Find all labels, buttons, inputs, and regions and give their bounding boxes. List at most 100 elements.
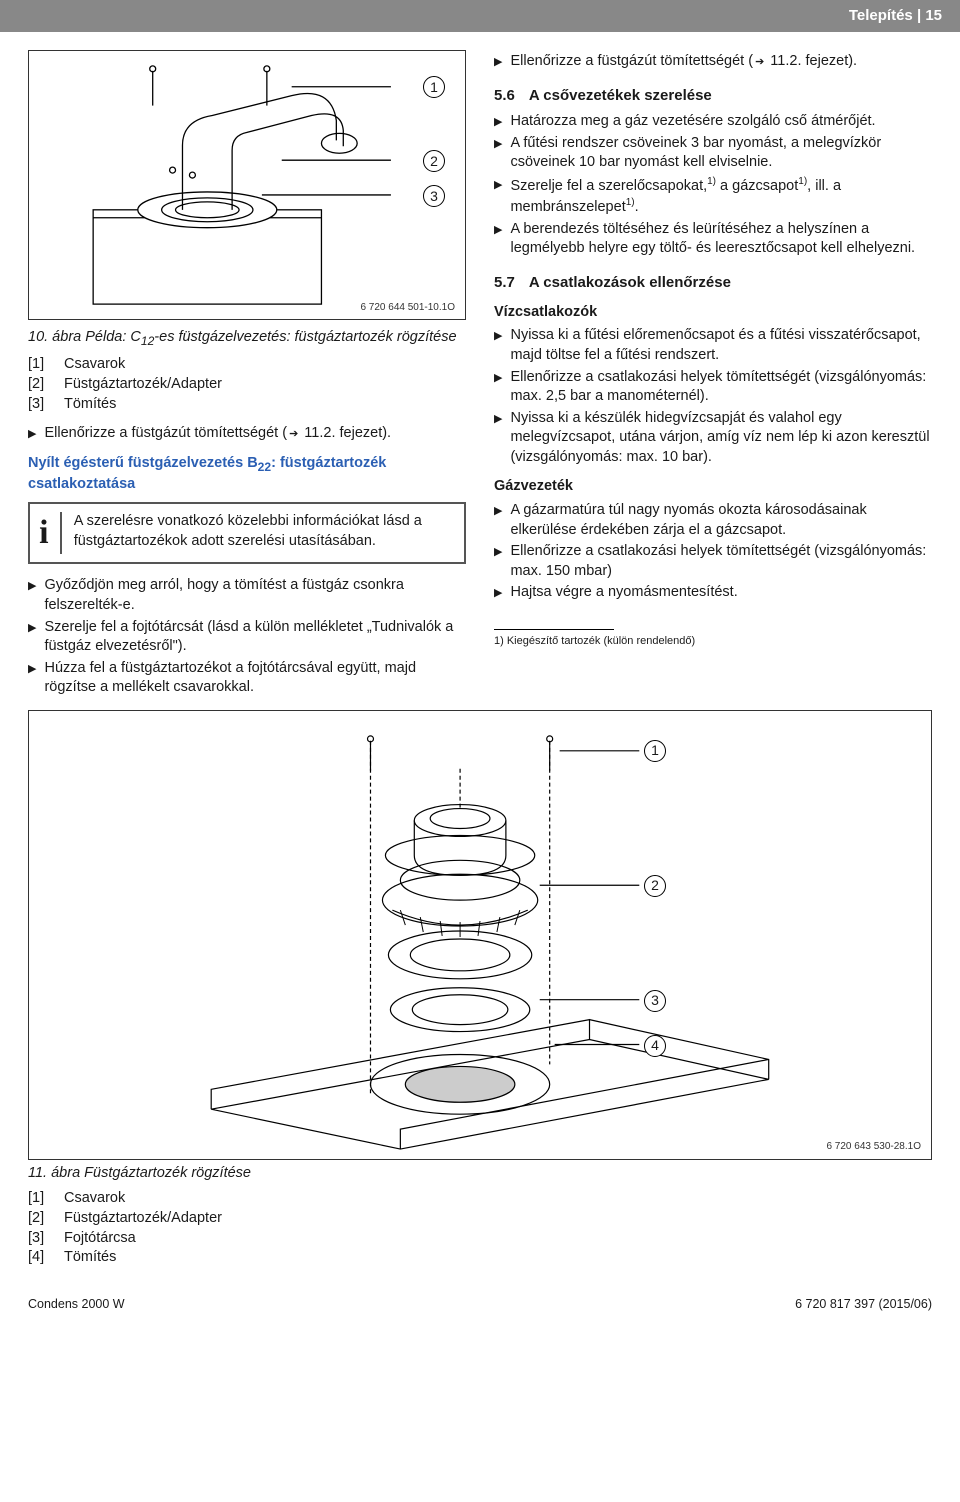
arrow-ref-icon	[753, 53, 766, 69]
triangle-icon: ▶	[494, 134, 502, 173]
leg11-0t: Csavarok	[64, 1189, 125, 1209]
b57-2: ▶Ellenőrizze a csatlakozási helyek tömít…	[494, 368, 932, 407]
page-header: Telepítés | 15	[0, 0, 960, 32]
fig11-code: 6 720 643 530-28.1O	[826, 1140, 921, 1154]
h-viz: Vízcsatlakozók	[494, 303, 932, 323]
fig10-caption: 10. ábra Példa: C12-es füstgázelvezetés:…	[28, 328, 466, 349]
b56-4: ▶A berendezés töltéséhez és leürítéséhez…	[494, 220, 932, 259]
info-box: i A szerelésre vonatkozó közelebbi infor…	[28, 502, 466, 564]
figure-10-svg	[29, 51, 465, 319]
right-b1-text: Ellenőrizze a füstgázút tömítettségét ( …	[510, 52, 857, 72]
info-icon: i	[38, 512, 62, 554]
heading-5-6: 5.6 A csővezetékek szerelése	[494, 86, 932, 106]
b574: A gázarmatúra túl nagy nyomás okozta kár…	[510, 501, 932, 540]
b57-3: ▶Nyissa ki a készülék hidegvízcsapját és…	[494, 409, 932, 468]
b561: Határozza meg a gáz vezetésére szolgáló …	[510, 112, 875, 132]
header-page: 15	[925, 7, 942, 24]
right-column: ▶ Ellenőrizze a füstgázút tömítettségét …	[494, 50, 932, 700]
leg11-1n: [2]	[28, 1209, 58, 1229]
fig10-cap-a: 10. ábra Példa: C	[28, 329, 141, 345]
rb1b: 11.2. fejezet).	[766, 53, 857, 69]
triangle-icon: ▶	[494, 52, 502, 72]
figure-10: 1 2 3 6 720 644 501-10.1O	[28, 50, 466, 320]
b562: A fűtési rendszer csöveinek 3 bar nyomás…	[510, 134, 932, 173]
triangle-icon: ▶	[494, 409, 502, 468]
left-column: 1 2 3 6 720 644 501-10.1O 10. ábra Példa…	[28, 50, 466, 700]
fn-text: 1) Kiegészítő tartozék (külön rendelendő…	[494, 635, 695, 647]
b564: A berendezés töltéséhez és leürítéséhez …	[510, 220, 932, 259]
leg11-2t: Fojtótárcsa	[64, 1229, 136, 1249]
b576: Hajtsa végre a nyomásmentesítést.	[510, 583, 737, 603]
b57-6: ▶ Hajtsa végre a nyomásmentesítést.	[494, 583, 932, 603]
left-b4: ▶Húzza fel a füstgáztartozékot a fojtótá…	[28, 659, 466, 698]
lb4: Húzza fel a füstgáztartozékot a fojtótár…	[44, 659, 466, 698]
left-b1-text: Ellenőrizze a füstgázút tömítettségét ( …	[44, 424, 391, 444]
h57t: A csatlakozások ellenőrzése	[529, 273, 731, 293]
triangle-icon: ▶	[28, 424, 36, 444]
footnote: 1) Kiegészítő tartozék (külön rendelendő…	[494, 629, 932, 649]
lb2: Győződjön meg arról, hogy a tömítést a f…	[44, 576, 466, 615]
b572: Ellenőrizze a csatlakozási helyek tömíte…	[510, 368, 932, 407]
leg10-0n: [1]	[28, 355, 58, 375]
leg11-2n: [3]	[28, 1229, 58, 1249]
triangle-icon: ▶	[494, 220, 502, 259]
b57-1: ▶Nyissa ki a fűtési előremenőcsapot és a…	[494, 326, 932, 365]
header-section: Telepítés	[849, 7, 913, 24]
fig11-label-1: 1	[644, 740, 666, 762]
triangle-icon: ▶	[28, 618, 36, 657]
leg11-3n: [4]	[28, 1248, 58, 1268]
sup-1: 1)	[798, 176, 807, 187]
shA: Nyílt égésterű füstgázelvezetés B	[28, 455, 258, 471]
left-b3: ▶Szerelje fel a fojtótárcsát (lásd a kül…	[28, 618, 466, 657]
heading-5-7: 5.7 A csatlakozások ellenőrzése	[494, 273, 932, 293]
triangle-icon: ▶	[494, 112, 502, 132]
lb1b: 11.2. fejezet).	[300, 425, 391, 441]
triangle-icon: ▶	[494, 501, 502, 540]
leg11-3t: Tömítés	[64, 1248, 116, 1268]
leg10-2n: [3]	[28, 395, 58, 415]
figure-11-svg	[29, 711, 931, 1159]
h56t: A csővezetékek szerelése	[529, 86, 712, 106]
b563a: Szerelje fel a szerelőcsapokat,	[510, 178, 707, 194]
left-b2: ▶Győződjön meg arról, hogy a tömítést a …	[28, 576, 466, 615]
triangle-icon: ▶	[494, 368, 502, 407]
leg10-2t: Tömítés	[64, 395, 116, 415]
fig11-label-2: 2	[644, 875, 666, 897]
b563d: .	[635, 199, 639, 215]
triangle-icon: ▶	[28, 576, 36, 615]
h56n: 5.6	[494, 86, 515, 106]
shS: 22	[258, 460, 271, 474]
b575: Ellenőrizze a csatlakozási helyek tömíte…	[510, 542, 932, 581]
leg10-0t: Csavarok	[64, 355, 125, 375]
fig10-cap-sub: 12	[141, 334, 154, 348]
triangle-icon: ▶	[494, 175, 502, 218]
b56-3-text: Szerelje fel a szerelőcsapokat, 1) a gázc…	[510, 175, 932, 218]
b57-4: ▶A gázarmatúra túl nagy nyomás okozta ká…	[494, 501, 932, 540]
fig11-label-4: 4	[644, 1035, 666, 1057]
fig10-cap-b: -es füstgázelvezetés: füstgáztartozék rö…	[154, 329, 456, 345]
lb1a: Ellenőrizze a füstgázút tömítettségét (	[44, 425, 287, 441]
fig10-code: 6 720 644 501-10.1O	[360, 301, 455, 315]
left-b1: ▶ Ellenőrizze a füstgázút tömítettségét …	[28, 424, 466, 444]
footnote-rule	[494, 629, 614, 630]
sup-1: 1)	[626, 197, 635, 208]
rb1a: Ellenőrizze a füstgázút tömítettségét (	[510, 53, 753, 69]
right-b1: ▶ Ellenőrizze a füstgázút tömítettségét …	[494, 52, 932, 72]
fig11-legend: [1]Csavarok [2]Füstgáztartozék/Adapter […	[28, 1189, 932, 1267]
leg10-1t: Füstgáztartozék/Adapter	[64, 375, 222, 395]
b563b: a gázcsapot	[716, 178, 798, 194]
h-gaz: Gázvezeték	[494, 477, 932, 497]
triangle-icon: ▶	[494, 583, 502, 603]
b56-3: ▶ Szerelje fel a szerelőcsapokat, 1) a gá…	[494, 175, 932, 218]
b56-2: ▶A fűtési rendszer csöveinek 3 bar nyomá…	[494, 134, 932, 173]
fig11-label-3: 3	[644, 990, 666, 1012]
sub-heading-b22: Nyílt égésterű füstgázelvezetés B22: füs…	[28, 454, 466, 495]
footer-right: 6 720 817 397 (2015/06)	[795, 1296, 932, 1313]
lb3: Szerelje fel a fojtótárcsát (lásd a külö…	[44, 618, 466, 657]
b56-1: ▶ Határozza meg a gáz vezetésére szolgáló…	[494, 112, 932, 132]
b571: Nyissa ki a fűtési előremenőcsapot és a …	[510, 326, 932, 365]
info-text: A szerelésre vonatkozó közelebbi informá…	[74, 512, 456, 554]
leg10-1n: [2]	[28, 375, 58, 395]
triangle-icon: ▶	[28, 659, 36, 698]
figure-11: 1 2 3 4 6 720 643 530-28.1O	[28, 710, 932, 1160]
